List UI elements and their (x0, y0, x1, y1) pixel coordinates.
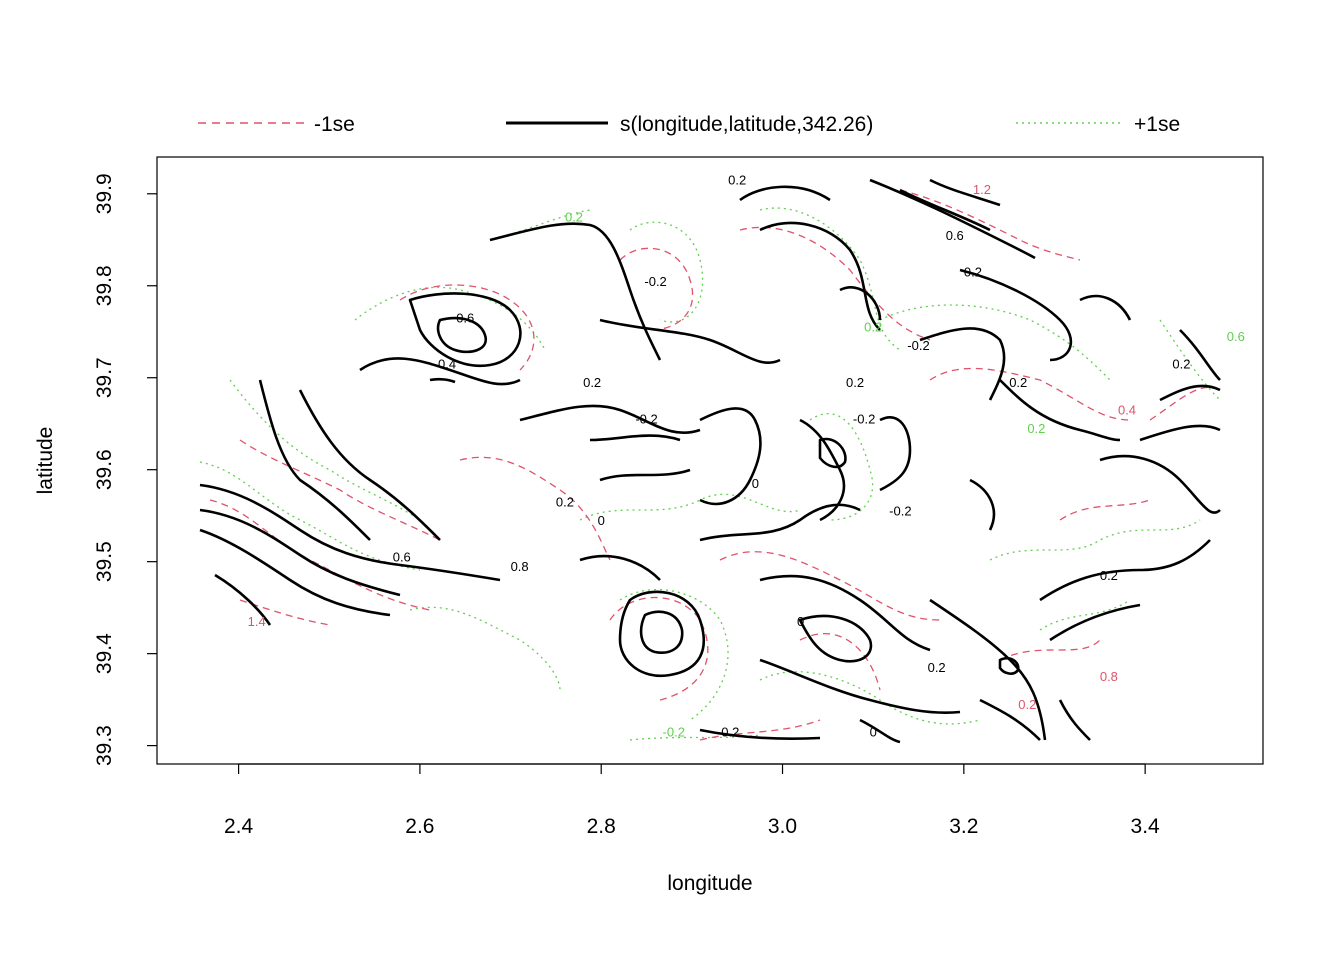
x-tick-label: 3.2 (949, 815, 978, 838)
contour-label: 1.2 (973, 182, 991, 197)
contour-label: 0.2 (1100, 568, 1118, 583)
contour-label: 0.6 (456, 311, 474, 326)
y-axis-title: latitude (34, 427, 57, 495)
contour-lines (199, 178, 1221, 744)
contour-label: 0.6 (1227, 329, 1245, 344)
contour-label: 0.2 (846, 375, 864, 390)
contour-label: 0.2 (964, 265, 982, 280)
contour-label: 0.2 (565, 209, 583, 224)
contour-label: 0.2 (1018, 697, 1036, 712)
x-axis-title: longitude (667, 872, 752, 895)
y-tick-label: 39.8 (93, 265, 116, 306)
contour-label: 0.2 (864, 320, 882, 335)
contour-label: 0.2 (556, 494, 574, 509)
y-tick-label: 39.9 (93, 173, 116, 214)
contour-label: -0.2 (907, 338, 929, 353)
legend-label-minus-se: -1se (314, 113, 355, 136)
contours-plus-se (199, 207, 1221, 741)
contour-label: 0.6 (393, 550, 411, 565)
contours-fit (199, 178, 1221, 744)
contour-label: -0.2 (853, 412, 875, 427)
contour-label: 0.2 (583, 375, 601, 390)
y-tick-label: 39.7 (93, 357, 116, 398)
x-tick-label: 2.8 (587, 815, 616, 838)
contour-label: 0 (797, 614, 804, 629)
contour-label: 0 (870, 724, 877, 739)
axes: 2.4 2.6 2.8 3.0 3.2 3.4 39.3 39.4 39.5 39.6 39.7 39… (93, 173, 1160, 838)
contour-label: 0.8 (511, 559, 529, 574)
contour-label: 0.8 (1100, 669, 1118, 684)
contour-label: -0.2 (635, 412, 657, 427)
contour-label: -0.2 (889, 504, 911, 519)
contour-labels: 0.2 0.6 0.2 -0.2 0.6 0.4 0.2 -0.2 0.2 0.2 -0.2 -0.2… (248, 173, 1245, 740)
x-tick-label: 2.4 (224, 815, 254, 838)
contour-label: 0.6 (946, 228, 964, 243)
contour-label: 0.2 (728, 173, 746, 188)
contour-label: 0 (598, 513, 605, 528)
y-tick-label: 39.6 (93, 449, 116, 490)
y-tick-label: 39.5 (93, 541, 116, 582)
contour-label: 0.2 (1172, 357, 1190, 372)
contours-minus-se (209, 189, 1221, 741)
y-tick-label: 39.4 (93, 633, 116, 674)
contour-label: -0.2 (663, 724, 685, 739)
contour-label: -0.2 (717, 724, 739, 739)
x-tick-label: 3.0 (768, 815, 797, 838)
contour-label: 0.4 (438, 357, 456, 372)
contour-label: 0.4 (1118, 403, 1136, 418)
contour-label: 0.2 (1027, 421, 1045, 436)
x-tick-label: 2.6 (405, 815, 434, 838)
plot-frame (156, 156, 1264, 765)
contour-label: 1.4 (248, 614, 266, 629)
contour-label: 0.2 (928, 660, 946, 675)
contour-label: 0 (752, 476, 759, 491)
y-tick-label: 39.3 (93, 725, 116, 766)
contour-label: 0.2 (1009, 375, 1027, 390)
contour-label: -0.2 (644, 274, 666, 289)
x-tick-label: 3.4 (1131, 815, 1161, 838)
legend-label-plus-se: +1se (1134, 113, 1180, 136)
legend-label-fit: s(longitude,latitude,342.26) (620, 113, 873, 136)
legend: -1se s(longitude,latitude,342.26) +1se (198, 113, 1180, 136)
